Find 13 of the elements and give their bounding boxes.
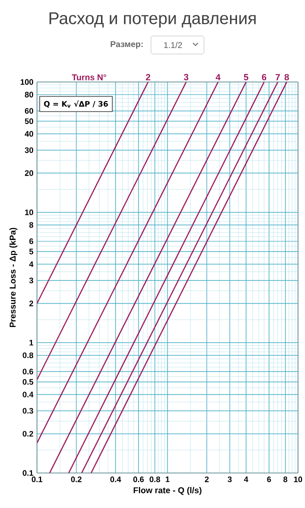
series-label: 7: [276, 74, 280, 80]
legend-title: Turns N°: [72, 74, 106, 80]
series-label: 8: [284, 74, 289, 80]
text: 1.1/2: [164, 42, 182, 48]
series-label: 5: [244, 74, 248, 80]
series-label: 6: [262, 74, 266, 80]
series-label: 3: [184, 74, 188, 80]
text: Размер:: [110, 41, 143, 49]
series-label: 2: [146, 74, 150, 80]
series-label: 4: [216, 74, 220, 80]
chart-title: Расход и потери давления: [50, 12, 256, 28]
x-axis-title: Flow rate - Q (l/s): [134, 487, 202, 495]
y-axis-title: Pressure Loss - Δp (kPa): [9, 228, 18, 328]
